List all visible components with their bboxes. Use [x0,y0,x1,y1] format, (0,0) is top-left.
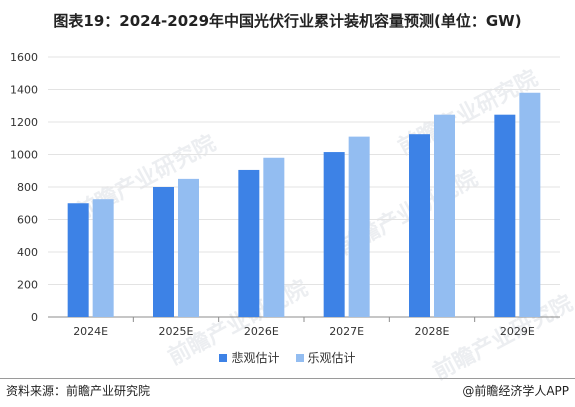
chart-title: 图表19：2024-2029年中国光伏行业累计装机容量预测(单位：GW) [53,12,522,30]
y-tick-label: 1600 [10,51,38,64]
bar-optimistic [178,178,199,317]
legend-swatch-pessimistic [219,353,228,362]
y-tick-label: 800 [17,181,38,194]
legend-swatch-optimistic [295,353,304,362]
bar-pessimistic [494,114,516,317]
bar-optimistic [263,157,285,317]
bar-pessimistic [238,169,260,317]
y-tick-label: 0 [31,311,38,324]
bar-pessimistic [409,134,430,317]
brand-credit: @前瞻经济学人APP [462,384,569,398]
y-tick-label: 400 [17,246,38,259]
legend-label-optimistic: 乐观估计 [307,351,356,365]
y-tick-label: 1000 [10,149,38,162]
bar-optimistic [348,136,370,317]
source-note: 资料来源：前瞻产业研究院 [6,384,151,398]
x-tick-label: 2029E [500,325,535,338]
legend-label-pessimistic: 悲观估计 [231,351,280,365]
x-tick-label: 2026E [244,325,279,338]
y-tick-label: 1200 [10,116,38,129]
chart-legend: 悲观估计 乐观估计 [0,349,575,366]
x-tick-label: 2027E [329,325,364,338]
bar-optimistic [519,92,541,317]
y-tick-label: 200 [17,279,38,292]
bar-optimistic [434,114,455,317]
bar-optimistic [92,199,114,317]
x-tick-label: 2024E [73,325,108,338]
x-tick-label: 2025E [159,325,194,338]
bar-pessimistic [153,187,174,317]
y-tick-label: 1400 [10,84,38,97]
x-tick-label: 2028E [415,325,450,338]
legend-item-optimistic: 乐观估计 [295,349,356,366]
legend-item-pessimistic: 悲观估计 [219,349,280,366]
y-tick-label: 600 [17,214,38,227]
footer-divider [0,378,575,379]
bar-pessimistic [67,203,89,317]
bar-pessimistic [323,152,345,317]
